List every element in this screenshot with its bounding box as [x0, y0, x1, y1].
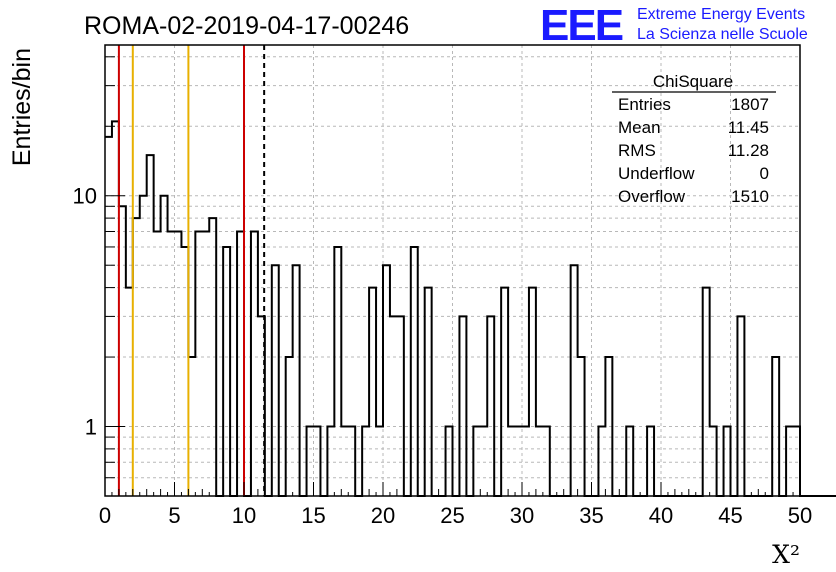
- histogram-bin: [161, 196, 168, 496]
- stats-label: RMS: [618, 141, 656, 160]
- stats-label: Mean: [618, 118, 661, 137]
- stats-row-entries: Entries 1807: [618, 95, 769, 114]
- histogram-bin: [411, 247, 418, 496]
- histogram-bin: [140, 196, 147, 496]
- logo-mark: EEE: [540, 1, 623, 50]
- histogram-bin: [529, 288, 536, 496]
- histogram-series: [105, 120, 836, 497]
- eee-logo: EEE Extreme Energy Events La Scienza nel…: [540, 1, 808, 50]
- stats-value: 0: [760, 164, 769, 183]
- histogram-bin: [119, 206, 126, 496]
- histogram-bin: [487, 316, 494, 496]
- histogram-bin: [272, 265, 279, 496]
- stats-box: ChiSquare Entries 1807 Mean 11.45 RMS 11…: [612, 72, 776, 206]
- x-tick-label: 15: [301, 503, 325, 528]
- histogram-bin: [425, 288, 432, 496]
- histogram-bin: [571, 265, 578, 496]
- stats-value: 1807: [731, 95, 769, 114]
- histogram-bin: [237, 231, 244, 496]
- y-tick-label: 10: [73, 184, 97, 209]
- y-tick-label: 1: [85, 415, 97, 440]
- x-axis: 0 5 10 15 20 25 30 35 40 45 50: [99, 482, 812, 528]
- stats-row-rms: RMS 11.28: [618, 141, 769, 160]
- stats-label: Overflow: [618, 187, 686, 206]
- stats-label: Entries: [618, 95, 671, 114]
- x-tick-label: 20: [371, 503, 395, 528]
- histogram-bin: [112, 121, 119, 496]
- histogram-bin: [501, 288, 508, 496]
- stats-row-overflow: Overflow 1510: [618, 187, 769, 206]
- y-axis-label: Entries/bin: [8, 48, 36, 166]
- histogram-bin: [168, 231, 175, 496]
- logo-line1: Extreme Energy Events: [637, 6, 805, 23]
- x-tick-label: 45: [718, 503, 742, 528]
- histogram-bin: [703, 288, 710, 496]
- histogram-bin: [154, 231, 161, 496]
- x-tick-label: 5: [168, 503, 180, 528]
- histogram-bin: [126, 288, 133, 496]
- histogram-bin: [223, 247, 230, 496]
- x-tick-label: 30: [510, 503, 534, 528]
- grid: [105, 45, 800, 496]
- stats-value: 11.45: [728, 118, 769, 137]
- histogram-bin: [459, 316, 466, 496]
- histogram-bin: [369, 288, 376, 496]
- stats-value: 1510: [731, 187, 769, 206]
- histogram-bin: [181, 247, 188, 496]
- x-tick-label: 25: [440, 503, 464, 528]
- histogram-bin: [390, 316, 397, 496]
- stats-title: ChiSquare: [653, 72, 733, 91]
- x-axis-label: X²: [772, 540, 800, 569]
- logo-line2: La Scienza nelle Scuole: [637, 26, 808, 43]
- histogram-bin: [251, 231, 258, 496]
- y-axis: 1 10: [73, 56, 125, 479]
- histogram-bin: [383, 265, 390, 496]
- histogram-bin: [737, 316, 744, 496]
- x-tick-label: 50: [788, 503, 812, 528]
- histogram-bin: [397, 316, 404, 496]
- chart-title: ROMA-02-2019-04-17-00246: [84, 12, 409, 40]
- x-tick-label: 0: [99, 503, 111, 528]
- stats-label: Underflow: [618, 164, 695, 183]
- stats-row-mean: Mean 11.45: [618, 118, 769, 137]
- stats-value: 11.28: [728, 141, 769, 160]
- histogram-bin: [334, 247, 341, 496]
- histogram-bin: [202, 231, 209, 496]
- x-tick-label: 35: [579, 503, 603, 528]
- histogram-bin: [293, 265, 300, 496]
- histogram-line: [105, 120, 836, 497]
- histogram-bin: [175, 231, 182, 496]
- histogram-bin: [195, 231, 202, 496]
- stats-row-underflow: Underflow 0: [618, 164, 769, 183]
- x-tick-label: 10: [232, 503, 256, 528]
- marker-lines: [117, 45, 266, 496]
- x-tick-label: 40: [649, 503, 673, 528]
